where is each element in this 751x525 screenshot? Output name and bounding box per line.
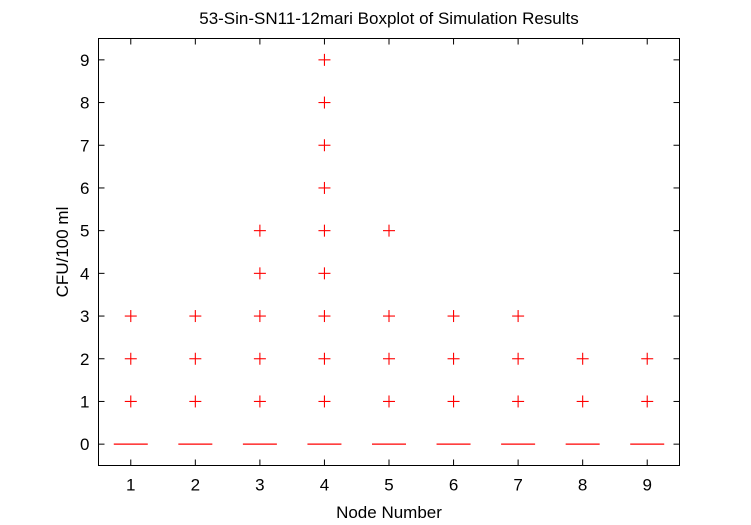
y-tick-label: 2: [80, 350, 89, 369]
y-tick-label: 9: [80, 51, 89, 70]
x-tick-label: 7: [513, 476, 522, 495]
x-tick-label: 1: [126, 476, 135, 495]
outlier-marker: [318, 53, 331, 66]
outlier-marker: [383, 352, 395, 365]
outlier-marker: [124, 310, 137, 323]
y-tick-label: 3: [80, 307, 89, 326]
outlier-marker: [318, 181, 331, 194]
x-tick-label: 5: [384, 476, 393, 495]
outlier-marker: [124, 395, 137, 408]
outlier-marker: [318, 352, 331, 365]
outlier-marker: [383, 224, 395, 237]
outlier-marker: [383, 395, 395, 408]
chart-title: 53-Sin-SN11-12mari Boxplot of Simulation…: [199, 9, 579, 28]
outlier-marker: [189, 352, 202, 365]
x-tick-label: 3: [255, 476, 264, 495]
x-tick-label: 2: [191, 476, 200, 495]
y-tick-label: 8: [80, 94, 89, 113]
x-axis-label: Node Number: [336, 503, 442, 522]
outlier-marker: [318, 310, 331, 323]
outlier-marker: [512, 352, 525, 365]
y-tick-label: 7: [80, 136, 89, 155]
outlier-marker: [253, 310, 266, 323]
outlier-marker: [641, 395, 654, 408]
outlier-marker: [512, 310, 525, 323]
outlier-marker: [253, 395, 266, 408]
outlier-marker: [447, 310, 460, 323]
x-tick-label: 9: [642, 476, 651, 495]
x-tick-label: 8: [578, 476, 587, 495]
outlier-marker: [576, 395, 589, 408]
outlier-marker: [447, 395, 460, 408]
outlier-marker: [253, 224, 266, 237]
outlier-marker: [447, 352, 460, 365]
x-tick-label: 6: [449, 476, 458, 495]
outlier-marker: [383, 310, 395, 323]
outlier-marker: [576, 352, 589, 365]
outlier-marker: [318, 267, 331, 280]
y-tick-label: 1: [80, 392, 89, 411]
outlier-marker: [512, 395, 525, 408]
y-tick-label: 5: [80, 222, 89, 241]
outlier-marker: [318, 395, 331, 408]
outlier-marker: [318, 224, 331, 237]
y-tick-label: 0: [80, 435, 89, 454]
outlier-marker: [253, 267, 266, 280]
y-tick-label: 6: [80, 179, 89, 198]
y-tick-label: 4: [80, 264, 89, 283]
outlier-marker: [318, 139, 331, 152]
outlier-marker: [189, 310, 202, 323]
y-axis-label: CFU/100 ml: [53, 207, 72, 298]
outlier-marker: [189, 395, 202, 408]
outlier-marker: [124, 352, 137, 365]
x-tick-label: 4: [320, 476, 329, 495]
outlier-marker: [318, 96, 331, 109]
outlier-marker: [253, 352, 266, 365]
outlier-marker: [641, 352, 654, 365]
